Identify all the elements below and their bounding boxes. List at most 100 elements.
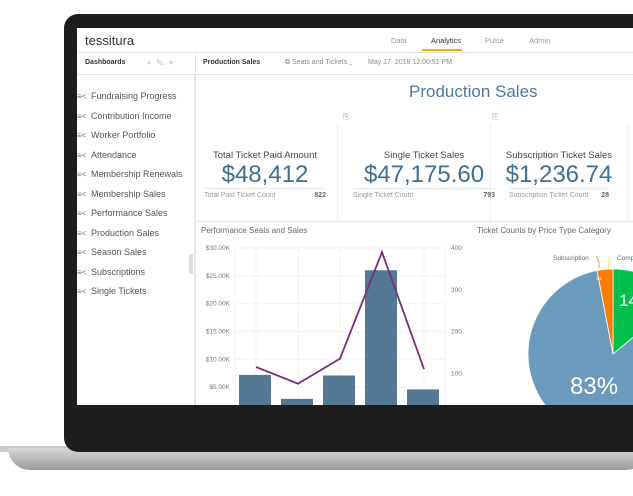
dashboard-icon: ≡< (77, 209, 87, 218)
logo: tessitura (85, 33, 135, 48)
nav-analytics[interactable]: Analytics (431, 36, 462, 45)
pie-slice (527, 270, 633, 405)
kpi-foot-label: Subscription Ticket Count (509, 192, 589, 199)
kpi-title: Subscription Ticket Sales (505, 150, 613, 161)
kpi-value: $48,412 (221, 161, 309, 188)
y-tick-label: $25.00K (206, 273, 231, 280)
bar (407, 389, 439, 405)
kpi-card: Total Ticket Paid Amount $48,412 Total Pai… (200, 150, 330, 199)
y2-tick-label: 100 (451, 370, 462, 377)
kpi-foot-label: Total Paid Ticket Count (204, 192, 276, 199)
page-title: Production Sales (409, 82, 538, 101)
y2-tick-label: 200 (451, 329, 462, 336)
sidebar-item[interactable]: ≡< Membership Renewals (77, 169, 183, 179)
sidebar-item[interactable]: ≡< Worker Portfolio (77, 130, 155, 140)
sidebar-item[interactable]: ≡< Single Tickets (77, 286, 147, 296)
sidebar-item[interactable]: ≡< Production Sales (77, 228, 159, 238)
y2-tick-label: 300 (451, 287, 462, 294)
bar (239, 374, 271, 405)
divider (77, 74, 633, 75)
kpi-title: Single Ticket Sales (383, 150, 465, 161)
timestamp: May 17, 2018 12:00:51 PM (368, 59, 453, 66)
sidebar-item[interactable]: ≡< Contribution Income (77, 111, 172, 121)
kpi-foot-value: 822 (314, 192, 326, 199)
plus-icon[interactable]: + (168, 58, 179, 67)
dashboard-icon: ≡< (77, 189, 87, 199)
card-divider (490, 123, 491, 223)
sidebar-item-label: Membership Renewals (91, 169, 183, 179)
divider (195, 52, 196, 405)
share-icon[interactable]: ⎘ (343, 112, 350, 121)
card-divider (627, 123, 628, 223)
screen: tessitura Data Analytics Pulse Admin Das… (77, 28, 633, 405)
kpi-card: Subscription Ticket Sales $1,236.74 Subscr… (505, 150, 613, 199)
dashboard-icon: ≡< (77, 131, 87, 140)
search-icon[interactable]: ⌕ (147, 58, 157, 67)
sidebar-item-label: Subscriptions (91, 266, 146, 277)
sidebar-title: Dashboards (85, 59, 126, 66)
bar (365, 270, 397, 405)
bar (281, 398, 313, 405)
divider (77, 52, 633, 53)
dashboard-icon: ≡< (77, 248, 87, 257)
kpi-card: Single Ticket Sales $47,175.60 Single Tick… (349, 150, 499, 199)
dashboard-icon: ≡< (77, 111, 87, 121)
nav-data[interactable]: Data (391, 36, 407, 45)
sidebar-item[interactable]: ≡< Subscriptions (77, 267, 145, 277)
active-tab-indicator (422, 49, 462, 51)
sidebar-item-label: Membership Sales (91, 188, 166, 199)
sidebar-item[interactable]: ≡< Season Sales (77, 247, 147, 257)
sidebar-item-label: Production Sales (91, 227, 160, 238)
pie-slice (596, 268, 614, 355)
bar-chart-title: Performance Seats and Sales (201, 226, 308, 235)
charts-canvas: $5.00K $10.00K $15.00K $20.00K $25.00K $30.00… (206, 245, 633, 405)
sidebar-scrollbar[interactable] (189, 254, 193, 274)
nav-admin[interactable]: Admin (529, 36, 551, 45)
leader-line (595, 255, 600, 269)
filter-dropdown[interactable]: ⧉ Seats and Tickets ⌄ (285, 59, 352, 67)
kpi-foot-label: Single Ticket Count (353, 192, 414, 199)
laptop-base-lid (8, 448, 633, 470)
line-series (255, 249, 425, 385)
pie-label: 14 (619, 291, 633, 310)
cube-icon: ⧉ (285, 59, 292, 66)
dashboard-icon: ≡< (77, 92, 87, 101)
sidebar-item-label: Contribution Income (91, 110, 172, 121)
bar (323, 375, 355, 405)
edit-icon[interactable]: ✎ (156, 58, 169, 67)
sidebar: ≡< Fundraising Progress ≡< Contribution Inc… (77, 76, 195, 405)
sidebar-item[interactable]: ≡< Membership Sales (77, 189, 166, 199)
sidebar-item[interactable]: ≡< Performance Sales (77, 208, 168, 218)
sidebar-item-label: Attendance (91, 149, 137, 160)
dashboard-icon: ≡< (77, 170, 87, 179)
kpi-value: $47,175.60 (363, 161, 485, 188)
kpi-foot-value: 28 (601, 192, 609, 199)
sidebar-item-label: Single Tickets (91, 286, 147, 296)
y-tick-label: $30.00K (206, 245, 231, 252)
kpi-value: $1,236.74 (505, 161, 613, 188)
pie-label: 3% (596, 276, 602, 281)
dashboard-icon: ≡< (77, 228, 87, 238)
y-tick-label: $15.00K (206, 329, 231, 336)
sidebar-item[interactable]: ≡< Fundraising Progress (77, 91, 177, 101)
nav-pulse[interactable]: Pulse (485, 36, 504, 45)
y-tick-label: $10.00K (206, 356, 231, 363)
legend-label: Comp (617, 255, 633, 262)
card-divider (337, 123, 338, 223)
pie-label: 83% (570, 373, 618, 400)
sidebar-item-label: Worker Portfolio (91, 130, 156, 140)
legend-label: Subscription (553, 255, 589, 262)
y2-tick-label: 400 (451, 245, 462, 252)
sidebar-item[interactable]: ≡< Attendance (77, 150, 137, 160)
y-tick-label: $20.00K (206, 301, 231, 308)
dashboard-icon: ≡< (77, 267, 87, 277)
sidebar-item-label: Season Sales (91, 247, 147, 257)
chevron-down-icon: ⌄ (347, 59, 353, 66)
pie-chart-title: Ticket Counts by Price Type Category (477, 226, 611, 235)
dashboard-name: Production Sales (203, 59, 261, 66)
filter-label: Seats and Tickets (291, 59, 348, 66)
share-icon[interactable]: ⎘ (492, 112, 499, 121)
divider (195, 220, 633, 223)
sidebar-actions: ⌕✎+ (147, 58, 178, 68)
leader-line (608, 255, 611, 269)
